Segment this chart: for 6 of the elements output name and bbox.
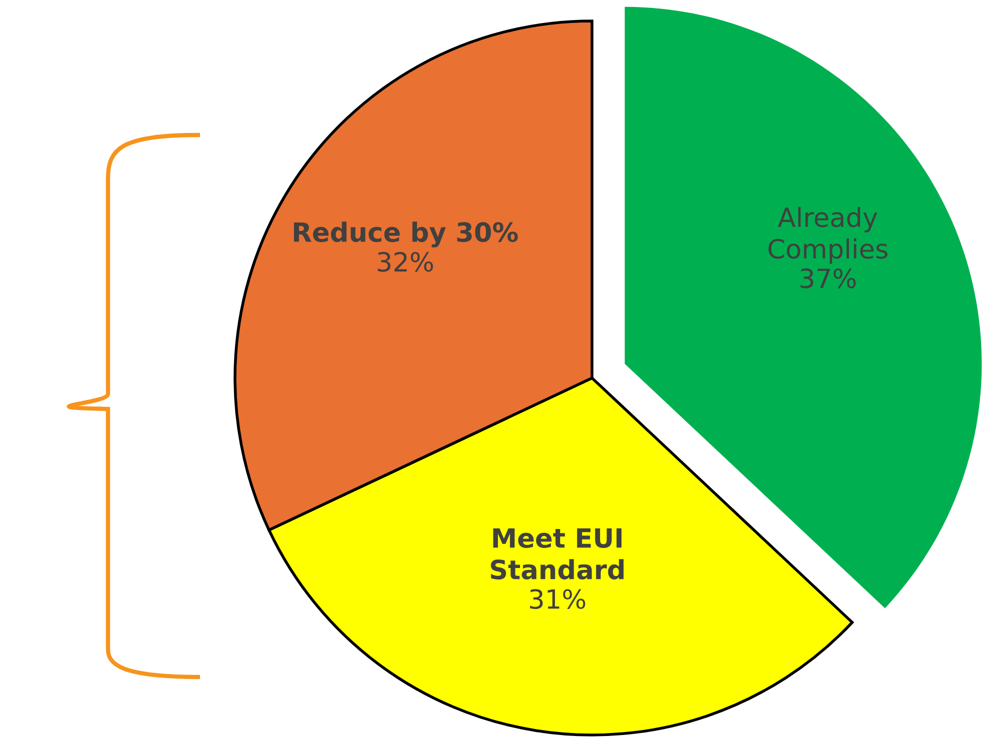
- slice-label: Reduce by 30%: [294, 222, 518, 248]
- slice-label: Already Complies: [768, 206, 888, 264]
- data-label: 31%: [530, 589, 586, 610]
- data-label: 32%: [378, 252, 433, 272]
- data-label: 37%: [800, 268, 856, 288]
- slice-label: Meet EUI Standard: [490, 528, 624, 580]
